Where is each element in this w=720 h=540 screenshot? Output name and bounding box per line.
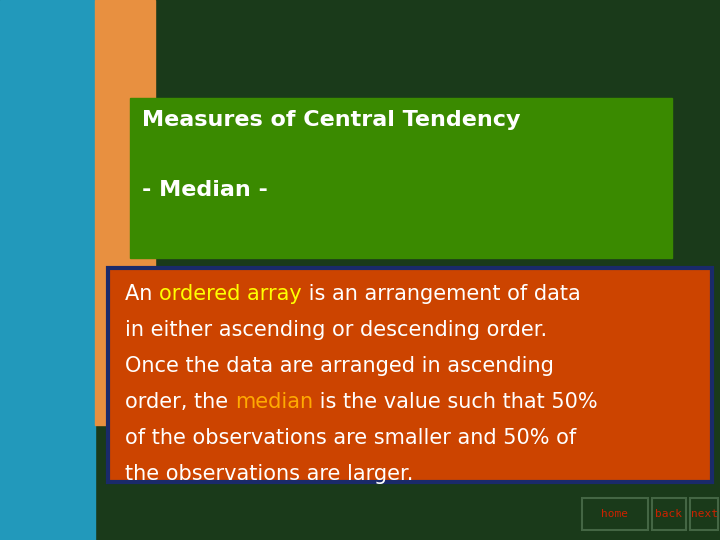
Text: home: home	[601, 509, 629, 519]
Text: ordered array: ordered array	[159, 284, 302, 304]
Text: median: median	[235, 392, 313, 412]
Text: Measures of Central Tendency: Measures of Central Tendency	[142, 110, 521, 130]
Bar	[652, 498, 686, 530]
Text: is the value such that 50%: is the value such that 50%	[313, 392, 598, 412]
Text: An: An	[125, 284, 159, 304]
Bar	[95, 0, 155, 425]
Bar	[582, 498, 648, 530]
Text: - Median -: - Median -	[142, 180, 268, 200]
Bar	[108, 268, 712, 482]
Bar	[130, 98, 672, 258]
Bar	[690, 498, 718, 530]
Text: next: next	[690, 509, 718, 519]
Text: the observations are larger.: the observations are larger.	[125, 464, 413, 484]
Text: is an arrangement of data: is an arrangement of data	[302, 284, 580, 304]
Text: in either ascending or descending order.: in either ascending or descending order.	[125, 320, 547, 340]
Text: back: back	[655, 509, 683, 519]
Bar	[0, 0, 95, 540]
Text: Once the data are arranged in ascending: Once the data are arranged in ascending	[125, 356, 554, 376]
Text: order, the: order, the	[125, 392, 235, 412]
Text: of the observations are smaller and 50% of: of the observations are smaller and 50% …	[125, 428, 576, 448]
